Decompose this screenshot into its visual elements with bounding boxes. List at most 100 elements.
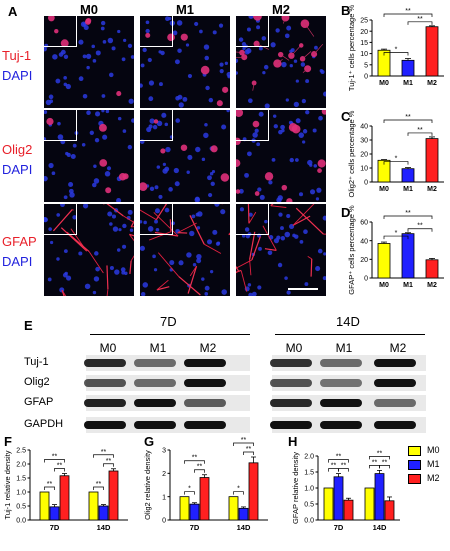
nucleus [298,132,305,138]
gfap-fiber [264,248,277,251]
significance-bracket [379,465,390,469]
nucleus [236,71,239,75]
significance-bracket [383,13,433,17]
inset-frame [140,16,173,47]
significance-label: ** [405,210,411,217]
nucleus [93,164,97,168]
nucleus [164,166,170,172]
stained-cell [264,172,274,181]
stained-cell [60,39,69,48]
micrograph-gfap-m0 [44,204,134,296]
micrograph-gfap-m2 [236,204,326,296]
nucleus [248,292,253,296]
nucleus [209,171,214,176]
stain-label: DAPI [2,254,33,269]
nucleus [122,244,127,249]
y-tick-label: 20 [360,29,368,36]
blot-band [134,399,176,407]
nucleus [122,129,127,133]
nucleus [248,16,254,19]
nucleus [203,44,210,50]
nucleus [114,269,120,275]
nucleus [209,270,214,274]
gfap-fiber [130,255,134,262]
stained-cell [180,33,188,41]
nucleus [60,49,66,55]
stained-cell [236,159,241,168]
nucleus [271,157,276,162]
nucleus [95,266,100,272]
nucleus [301,98,306,104]
significance-bracket [383,52,409,56]
y-tick-label: 0.0 [16,518,26,525]
y-tick-label: 30 [360,138,368,145]
nucleus [140,63,145,68]
nucleus [49,99,54,104]
significance-label: ** [336,454,342,461]
significance-label: ** [417,16,423,23]
y-axis-label: Tuj-1⁺ cells percentage % [347,5,356,92]
nucleus [256,25,261,30]
x-tick-label: M1 [403,80,413,87]
nucleus [302,140,306,144]
stained-cell [180,144,188,151]
nucleus [120,267,126,272]
x-tick-label: 7D [50,523,60,532]
chart-f: F 0.0 0.5 1.0 1.5 2.0 2.5 Tuj-1 relative densit… [3,434,128,532]
nucleus [246,27,251,32]
x-tick-label: M1 [403,186,413,193]
x-tick-label: 7D [334,523,344,532]
nucleus [48,227,52,231]
stained-cell [254,191,260,196]
blot-band [374,379,416,387]
nucleus [212,30,217,35]
nucleus [101,94,106,98]
nucleus [176,20,183,26]
nucleus [208,192,213,198]
nucleus [302,129,308,134]
nucleus [91,44,96,49]
gfap-fiber [157,252,180,277]
stained-cell [236,189,241,194]
nucleus [312,128,317,133]
nucleus [178,260,184,266]
nucleus [102,40,107,44]
gfap-fiber [236,265,240,272]
nucleus [68,182,74,188]
blot-lane-14d-m1: M1 [335,341,353,355]
neurite [313,43,324,55]
nucleus [94,137,100,143]
gfap-fiber [177,222,197,234]
nucleus [196,258,202,264]
nucleus [148,96,154,102]
nucleus [318,115,323,121]
significance-label: ** [246,446,252,453]
nucleus [316,187,322,193]
nucleus [254,128,259,133]
blot-band [84,421,126,429]
y-axis-label: GFAP⁺ cells percentage % [347,205,356,295]
nucleus [69,192,75,198]
nucleus [129,228,134,232]
bar-m1-14d [374,473,385,521]
gfap-fiber [130,220,134,228]
stained-cell [210,145,218,153]
significance-label: * [188,486,191,493]
nucleus [175,118,181,123]
nucleus [284,33,290,39]
nucleus [109,266,114,271]
nucleus [117,29,121,34]
nucleus [153,268,158,272]
panel-label-h: H [288,434,297,449]
nucleus [48,162,54,169]
nucleus [290,48,295,53]
nucleus [219,69,224,74]
y-tick-label: 40 [360,124,368,131]
panel-label-e: E [24,318,33,333]
nucleus [124,271,128,276]
nucleus [303,229,308,235]
micrograph-olig2-m0 [44,110,134,202]
nucleus [247,283,252,287]
nucleus [158,194,163,199]
legend-label: M0 [427,445,440,455]
